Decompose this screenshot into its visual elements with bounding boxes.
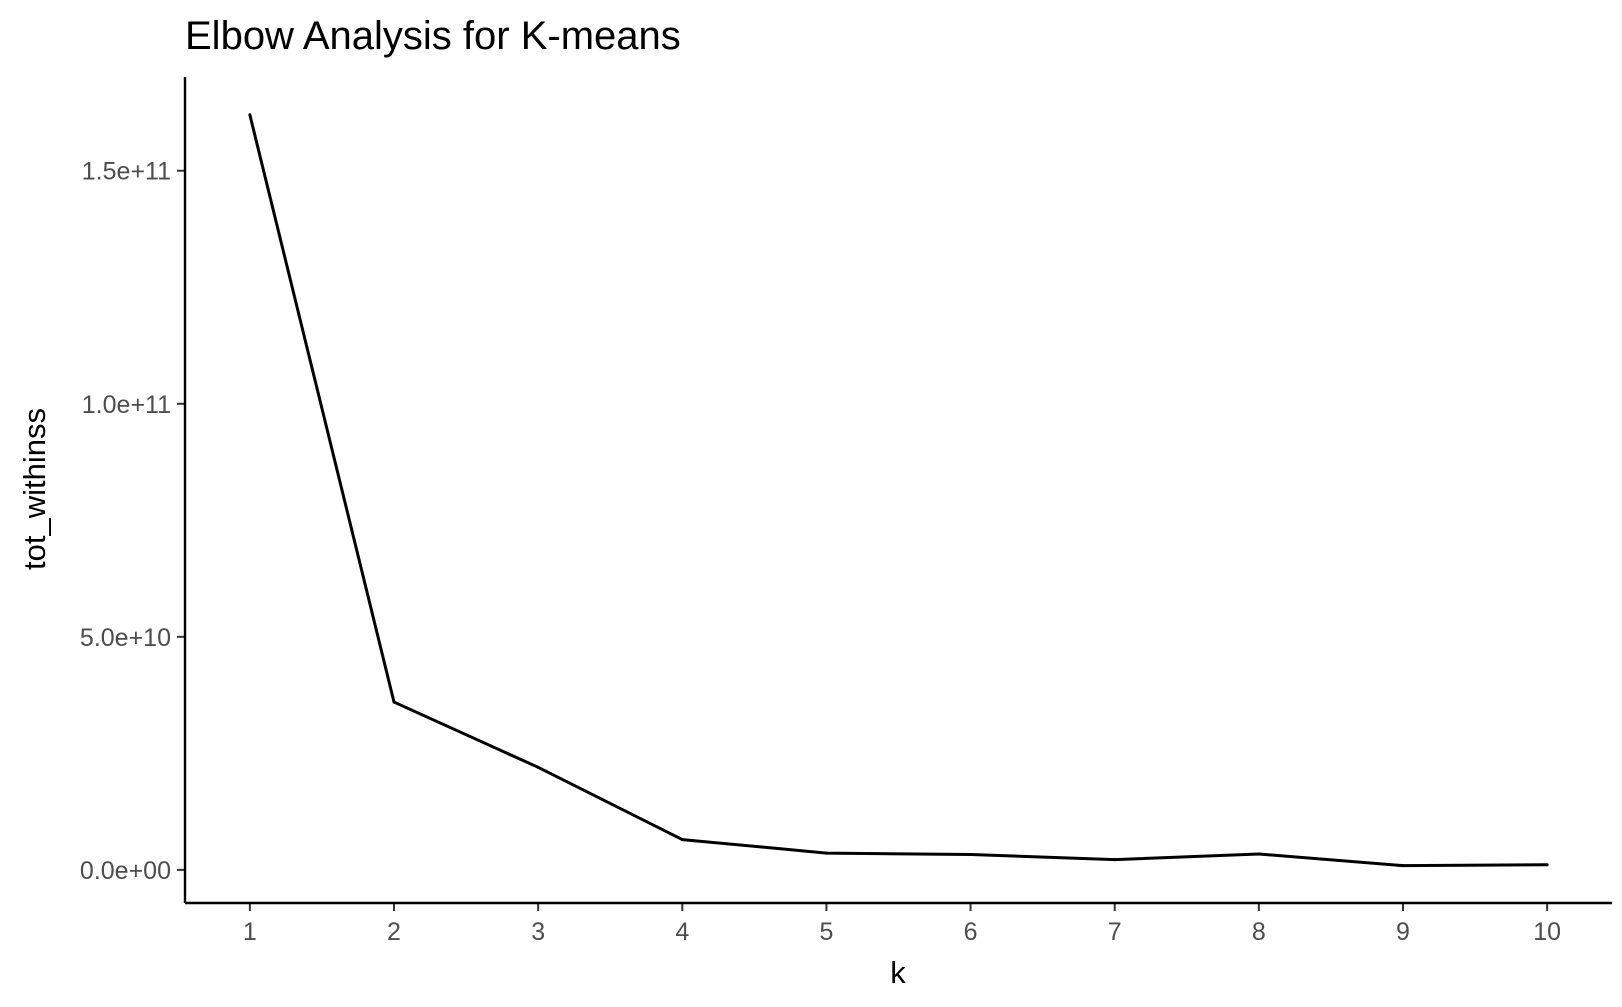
data-point-k-10 xyxy=(1545,863,1549,867)
x-tick-label: 8 xyxy=(1252,918,1266,946)
data-point-k-4 xyxy=(680,838,684,842)
x-tick-label: 4 xyxy=(675,918,689,946)
x-axis-ticks: 1 2 3 4 5 6 7 8 9 10 xyxy=(243,903,1561,946)
y-tick-label: 0.0e+00 xyxy=(80,857,171,885)
series-points xyxy=(248,113,1549,868)
data-point-k-7 xyxy=(1113,858,1117,862)
y-tick-label: 1.0e+11 xyxy=(82,391,171,419)
data-point-k-1 xyxy=(248,113,252,117)
x-tick-label: 9 xyxy=(1396,918,1410,946)
data-point-k-5 xyxy=(824,851,828,855)
x-tick-label: 7 xyxy=(1108,918,1122,946)
data-point-k-2 xyxy=(392,700,396,704)
series-line xyxy=(248,114,1548,868)
y-axis-title: tot_withinss xyxy=(17,408,52,570)
data-point-k-8 xyxy=(1257,852,1261,856)
x-tick-label: 6 xyxy=(964,918,978,946)
x-tick-label: 3 xyxy=(531,918,545,946)
chart-title: Elbow Analysis for K-means xyxy=(185,14,681,58)
data-point-k-6 xyxy=(969,852,973,856)
x-tick-label: 2 xyxy=(387,918,401,946)
x-tick-label: 1 xyxy=(243,918,257,946)
x-tick-label: 5 xyxy=(819,918,833,946)
y-axis-ticks: 0.0e+00 5.0e+10 1.0e+11 1.5e+11 xyxy=(80,158,185,885)
y-tick-label: 5.0e+10 xyxy=(80,624,171,652)
x-tick-label: 10 xyxy=(1533,918,1561,946)
data-point-k-9 xyxy=(1401,864,1405,868)
data-point-k-3 xyxy=(536,765,540,769)
x-axis-title: k xyxy=(890,955,906,990)
y-tick-label: 1.5e+11 xyxy=(82,158,171,186)
